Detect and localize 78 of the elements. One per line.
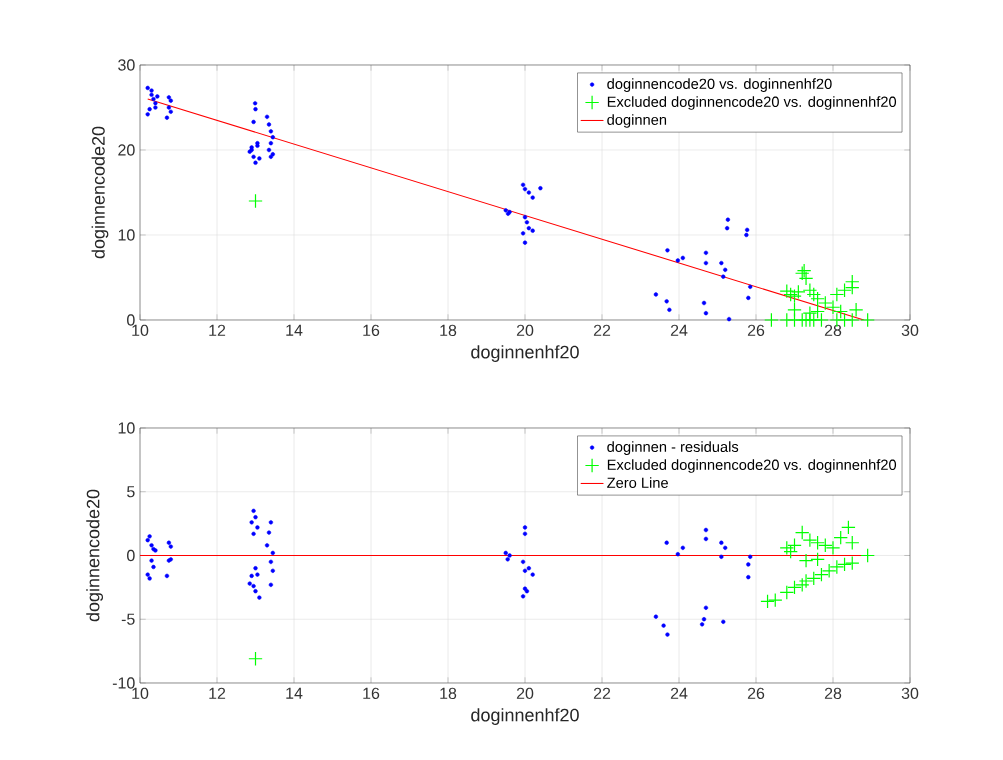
point (787, 580, 802, 595)
x-tick-label: 24 (670, 324, 688, 336)
y-tick-label: 5 (127, 486, 135, 498)
point (764, 312, 779, 328)
y-tick-label: 0 (127, 549, 135, 562)
point (818, 538, 833, 553)
point (848, 302, 864, 318)
x-tick-label: 26 (747, 687, 765, 700)
point (779, 540, 795, 556)
point (806, 571, 822, 586)
x-axis-title: doginnenhf20 (471, 345, 579, 362)
legend-label: Excluded doginnencode20 vs. doginnenhf20 (607, 96, 897, 110)
x-tick-label: 16 (363, 687, 380, 700)
point (829, 559, 845, 575)
point (810, 304, 825, 319)
point (821, 563, 837, 579)
y-tick-label: 30 (118, 59, 135, 71)
point (787, 302, 802, 318)
point (783, 287, 798, 302)
x-tick-label: 22 (593, 324, 611, 336)
x-tick-label: 24 (670, 687, 688, 699)
y-axis-title: doginnencode20 (91, 126, 109, 259)
point (794, 577, 810, 593)
point (248, 193, 263, 209)
y-tick-label: 0 (127, 314, 135, 326)
point (860, 312, 875, 328)
point (844, 312, 860, 328)
x-tick-label: 14 (286, 687, 303, 699)
x-tick-label: 16 (363, 324, 380, 337)
x-tick-label: 22 (593, 687, 611, 699)
point (844, 555, 860, 571)
point (814, 567, 829, 582)
point (844, 535, 860, 551)
x-axis-title: doginnenhf20 (471, 708, 579, 725)
legend-label: Zero Line (607, 477, 668, 488)
point (837, 557, 852, 572)
point (810, 552, 825, 567)
point (860, 548, 875, 563)
point (829, 287, 845, 302)
x-tick-label: 18 (440, 324, 457, 337)
x-tick-label: 14 (286, 324, 303, 336)
x-tick-label: 12 (209, 687, 226, 699)
point (798, 553, 814, 568)
x-tick-label: 20 (516, 687, 534, 700)
legend-label: Excluded doginnencode20 vs. doginnenhf20 (607, 459, 897, 473)
x-tick-label: 28 (824, 687, 842, 700)
point (833, 530, 848, 545)
point (806, 287, 822, 302)
point (798, 573, 814, 589)
x-tick-label: 12 (209, 324, 226, 336)
point (787, 538, 802, 553)
point (760, 594, 775, 609)
point (779, 585, 795, 600)
legend-label: doginnencode20 vs. doginnenhf20 (607, 78, 832, 92)
point (844, 280, 860, 295)
point (783, 544, 798, 559)
point (841, 520, 856, 535)
point (837, 282, 852, 298)
point (810, 535, 825, 551)
x-tick-label: 28 (824, 324, 842, 337)
point (791, 284, 806, 300)
x-tick-label: 30 (901, 687, 919, 700)
point (767, 592, 783, 608)
y-tick-label: 20 (118, 144, 135, 156)
point (798, 271, 814, 286)
y-tick-label: 10 (118, 422, 135, 434)
x-tick-label: 20 (516, 324, 534, 337)
x-tick-label: 26 (747, 324, 765, 337)
y-tick-label: -5 (121, 613, 135, 625)
x-tick-label: 30 (901, 324, 919, 337)
point (248, 651, 263, 667)
legend-label: doginnen - residuals (607, 441, 739, 455)
point (825, 540, 841, 556)
y-tick-label: -10 (112, 677, 135, 689)
legend-label: doginnen (607, 114, 667, 128)
x-tick-label: 18 (440, 687, 457, 700)
y-axis-title: doginnencode20 (86, 489, 104, 622)
y-tick-label: 10 (118, 229, 135, 241)
